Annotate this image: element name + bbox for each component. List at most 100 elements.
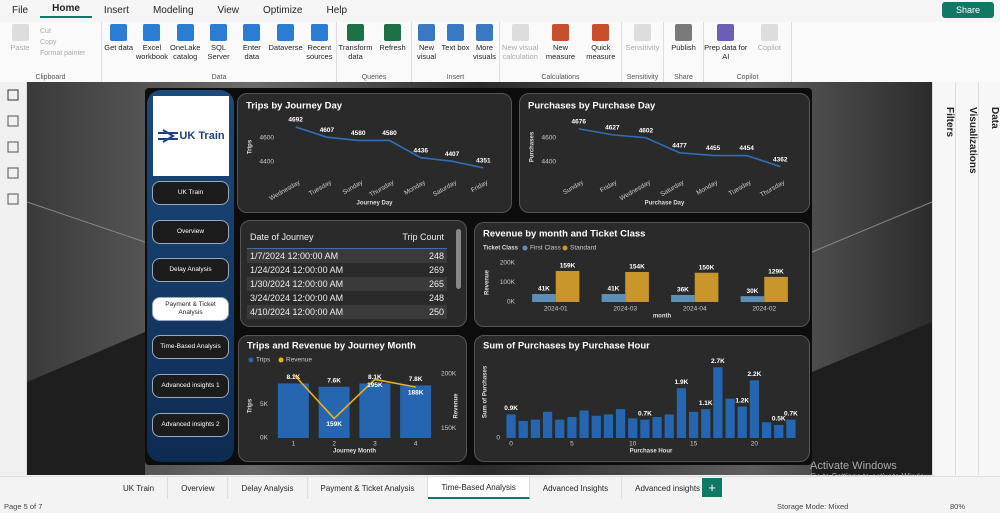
ribbon-button[interactable]: Format painter: [40, 50, 86, 57]
legend-swatch: [522, 245, 528, 251]
button-label: Dataverse: [268, 43, 303, 52]
ribbon-button[interactable]: Publish: [664, 22, 703, 82]
table-cell: 265: [382, 277, 447, 291]
x-tick-label: Sunday: [562, 179, 585, 196]
ribbon-button[interactable]: Enter data: [235, 22, 268, 82]
bar: [603, 414, 614, 438]
x-tick-label: Monday: [403, 179, 427, 197]
table-visual[interactable]: Date of Journey Trip Count 1/7/2024 12:00:…: [240, 220, 467, 327]
ribbon-button[interactable]: Quick measure: [581, 22, 621, 82]
dax-view[interactable]: [7, 167, 19, 179]
button-label: Text box: [441, 43, 470, 52]
menu-tab[interactable]: Help: [326, 4, 348, 16]
menu-tab[interactable]: File: [12, 4, 29, 16]
x-tick-label: 20: [751, 441, 759, 448]
ribbon-button[interactable]: Recent sources: [303, 22, 336, 82]
chart: Revenue by month and Ticket Class Ticket …: [483, 229, 788, 320]
chart-title: Trips by Journey Day: [246, 101, 343, 112]
x-tick-label: 1: [292, 441, 296, 448]
scrollbar[interactable]: [456, 229, 461, 289]
ribbon-button[interactable]: Prep data for AI: [704, 22, 748, 82]
visual[interactable]: Purchases by Purchase Day 4400 4600 Purchas…: [519, 93, 810, 213]
menu-tab[interactable]: Home: [40, 3, 92, 18]
ribbon-button[interactable]: New visual: [412, 22, 441, 82]
bar: [764, 276, 788, 302]
nav-button[interactable]: Overview: [152, 219, 229, 244]
report-view[interactable]: [7, 89, 19, 101]
model-view[interactable]: [7, 141, 19, 153]
data-pane[interactable]: Data: [978, 82, 1000, 475]
x-tick-label: 15: [690, 441, 698, 448]
filters-pane[interactable]: Filters: [932, 82, 955, 475]
ribbon-button[interactable]: Excel workbook: [135, 22, 168, 82]
ribbon-button[interactable]: New visual calculation: [500, 22, 540, 82]
data-label: 4362: [773, 156, 788, 163]
data-label: 4580: [351, 130, 366, 137]
ribbon-button[interactable]: Copy: [40, 39, 57, 46]
page-tab[interactable]: UK Train: [110, 477, 169, 499]
icon: [551, 24, 569, 41]
watermark-title: Activate Windows: [810, 460, 897, 472]
bar: [579, 410, 589, 438]
ribbon-button[interactable]: SQL Server: [202, 22, 235, 82]
ribbon-button[interactable]: Sensitivity: [622, 22, 663, 82]
page-tab[interactable]: Delay Analysis: [228, 477, 308, 499]
bar: [701, 409, 711, 438]
tmdl-view[interactable]: [7, 193, 19, 205]
page-tab[interactable]: Advanced Insights: [530, 477, 623, 499]
axis-title: Revenue: [485, 269, 491, 295]
nav-button[interactable]: Advanced insights 2: [152, 412, 229, 437]
nav-button[interactable]: Advanced insights 1: [152, 374, 229, 398]
data-label: 4602: [639, 127, 654, 134]
bar: [774, 424, 784, 438]
visual[interactable]: Trips and Revenue by Journey Month Trips R…: [238, 335, 467, 462]
visualizations-pane[interactable]: Visualizations: [955, 82, 978, 475]
menu-tab[interactable]: Modeling: [152, 4, 194, 16]
share-button[interactable]: Share: [942, 2, 994, 18]
data-label: 41K: [607, 286, 619, 293]
icon: [447, 24, 464, 41]
button-label: More visuals: [473, 43, 496, 61]
ribbon-button[interactable]: Transform data: [337, 22, 374, 82]
page-tab[interactable]: Payment & Ticket Analysis: [308, 477, 429, 499]
ribbon-button[interactable]: Refresh: [374, 22, 411, 82]
data-label: 4627: [605, 124, 620, 131]
data-label: 8.1K: [368, 374, 382, 381]
ribbon-button[interactable]: Paste: [0, 22, 40, 82]
x-tick-label: 2: [332, 441, 336, 448]
nav-button[interactable]: Time-Based Analysis: [152, 335, 229, 360]
menu-tab[interactable]: View: [217, 4, 240, 16]
line: [295, 126, 484, 169]
table-cell: 248: [382, 248, 447, 263]
ribbon-button[interactable]: More visuals: [470, 22, 499, 82]
page-tab[interactable]: Time-Based Analysis: [428, 477, 530, 499]
logo-text: UK Train: [179, 130, 225, 142]
nav-button[interactable]: Delay Analysis: [152, 258, 229, 283]
ribbon-button[interactable]: OneLake catalog: [169, 22, 202, 82]
bar: [628, 418, 638, 438]
nav-button[interactable]: Payment & Ticket Analysis: [152, 296, 229, 321]
ribbon-button[interactable]: Copilot: [748, 22, 792, 82]
icon: [176, 24, 194, 41]
y-tick-label: 200K: [500, 260, 516, 267]
menu-tab[interactable]: Insert: [103, 4, 129, 16]
ribbon-button[interactable]: Dataverse: [268, 22, 303, 82]
ribbon-button[interactable]: Get data: [102, 22, 135, 82]
x-tick-label: 2024-03: [613, 306, 637, 313]
add-page[interactable]: +: [702, 478, 722, 497]
visual[interactable]: Trips by Journey Day 4400 4600 Trips 4692 Wed…: [237, 93, 512, 213]
table-view[interactable]: [7, 115, 19, 127]
group-label: Clipboard: [35, 74, 66, 81]
data-label: 188K: [408, 390, 424, 397]
page-tab[interactable]: Overview: [168, 477, 229, 499]
menu-tab[interactable]: Optimize: [263, 4, 303, 16]
nav-button[interactable]: UK Train: [152, 181, 229, 205]
visual[interactable]: Sum of Purchases by Purchase Hour 0 Sum of…: [474, 335, 810, 462]
ribbon-button[interactable]: Text box: [441, 22, 470, 82]
visual[interactable]: Revenue by month and Ticket Class Ticket …: [474, 222, 810, 327]
ribbon-button[interactable]: Cut: [40, 28, 51, 35]
button-label: Publish: [671, 43, 696, 52]
legend-label: Standard: [570, 245, 597, 252]
table-row: 1/24/2024 12:00:00 AM 269: [247, 263, 447, 277]
ribbon-button[interactable]: New measure: [540, 22, 580, 82]
